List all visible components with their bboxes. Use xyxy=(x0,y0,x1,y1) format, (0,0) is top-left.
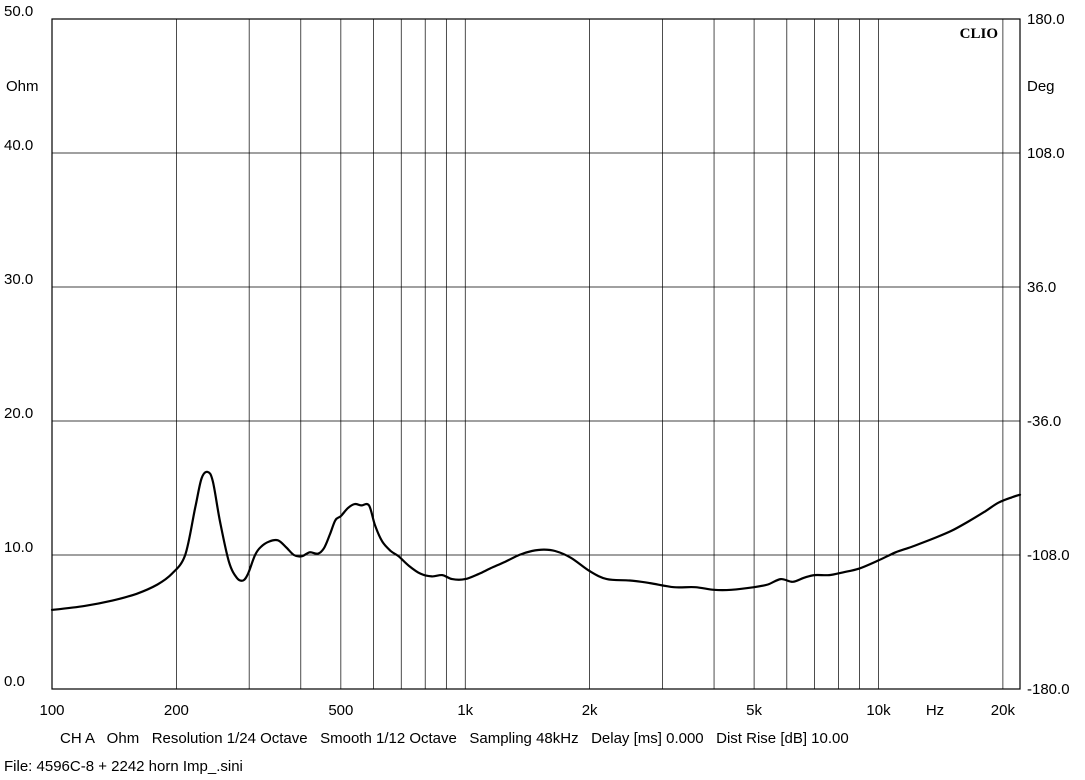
y-right-tick-label: -36.0 xyxy=(1027,413,1061,430)
y-left-tick-label: 30.0 xyxy=(4,271,33,288)
y-right-tick-label: 36.0 xyxy=(1027,279,1056,296)
clio-logo: CLIO xyxy=(960,26,998,42)
x-tick-label: 20k xyxy=(991,702,1016,719)
y-left-tick-label: 40.0 xyxy=(4,137,33,154)
x-tick-label: 2k xyxy=(582,702,598,719)
x-tick-label: 1k xyxy=(457,702,473,719)
tick-labels: 0.0 10.0 20.0 30.0 40.0 50.0 -180.0 -108.0 -36.0… xyxy=(4,3,1070,719)
y-right-tick-label: -108.0 xyxy=(1027,547,1070,564)
y-right-tick-label: 108.0 xyxy=(1027,145,1065,162)
x-tick-label: 200 xyxy=(164,702,189,719)
x-tick-label: 5k xyxy=(746,702,762,719)
x-tick-label: 10k xyxy=(866,702,891,719)
x-unit-label: Hz xyxy=(926,702,944,719)
y-left-tick-label: 0.0 xyxy=(4,673,25,690)
y-right-unit-label: Deg xyxy=(1027,78,1055,95)
plot-frame xyxy=(51,18,1021,690)
file-name: File: 4596C-8 + 2242 horn Imp_.sini xyxy=(4,758,243,775)
y-left-tick-label: 20.0 xyxy=(4,405,33,422)
y-right-tick-label: 180.0 xyxy=(1027,11,1065,28)
measurement-info: CH A Ohm Resolution 1/24 Octave Smooth 1… xyxy=(60,730,849,747)
impedance-curve xyxy=(50,470,1022,611)
y-right-tick-label: -180.0 xyxy=(1027,681,1070,698)
grid-lines xyxy=(52,19,1020,689)
x-tick-label: 100 xyxy=(39,702,64,719)
y-left-unit-label: Ohm xyxy=(6,78,39,95)
impedance-chart: 0.0 10.0 20.0 30.0 40.0 50.0 -180.0 -108.0 -36.0… xyxy=(4,3,1070,719)
y-left-tick-label: 50.0 xyxy=(4,3,33,20)
y-left-tick-label: 10.0 xyxy=(4,539,33,556)
x-tick-label: 500 xyxy=(328,702,353,719)
